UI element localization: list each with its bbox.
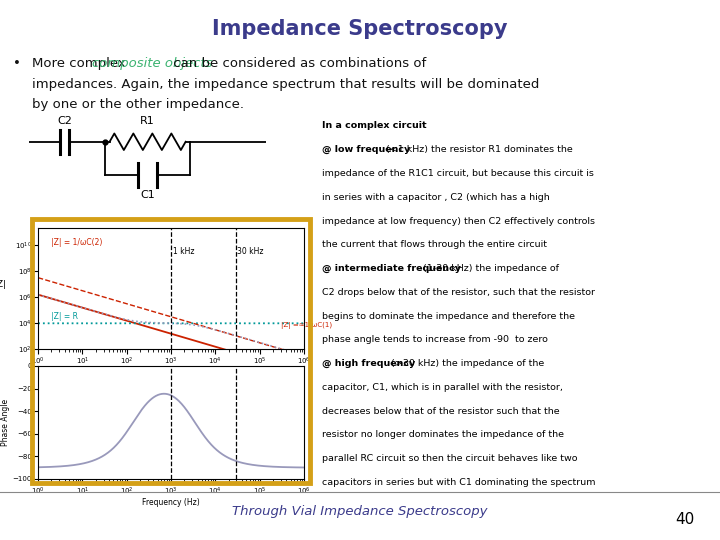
Text: C2: C2	[57, 116, 72, 126]
Text: in series with a capacitor , C2 (which has a high: in series with a capacitor , C2 (which h…	[322, 193, 549, 202]
Text: (>30 kHz) the impedance of the: (>30 kHz) the impedance of the	[387, 359, 544, 368]
Text: (<1 kHz) the resistor R1 dominates the: (<1 kHz) the resistor R1 dominates the	[383, 145, 573, 154]
Text: More complex: More complex	[32, 57, 130, 70]
Text: C1: C1	[140, 191, 155, 200]
Text: resistor no longer dominates the impedance of the: resistor no longer dominates the impedan…	[322, 430, 564, 440]
X-axis label: Frequency (Hz): Frequency (Hz)	[142, 498, 200, 507]
Text: @ high frequency: @ high frequency	[322, 359, 415, 368]
X-axis label: Frequency (Hz): Frequency (Hz)	[142, 368, 200, 377]
Text: the current that flows through the entire circuit: the current that flows through the entir…	[322, 240, 547, 249]
Text: impedance at low frequency) then C2 effectively controls: impedance at low frequency) then C2 effe…	[322, 217, 595, 226]
Y-axis label: Phase Angle: Phase Angle	[1, 399, 10, 446]
Text: |Z| =≈1/ωC(1): |Z| =≈1/ωC(1)	[281, 322, 332, 329]
Text: Through Vial Impedance Spectroscopy: Through Vial Impedance Spectroscopy	[233, 505, 487, 518]
Text: parallel RC circuit so then the circuit behaves like two: parallel RC circuit so then the circuit …	[322, 454, 577, 463]
Text: capacitors in series but with C1 dominating the spectrum: capacitors in series but with C1 dominat…	[322, 478, 595, 487]
Text: capacitor, C1, which is in parallel with the resistor,: capacitor, C1, which is in parallel with…	[322, 383, 563, 392]
Text: impedance of the R1C1 circuit, but because this circuit is: impedance of the R1C1 circuit, but becau…	[322, 169, 594, 178]
Text: composite objects: composite objects	[92, 57, 212, 70]
Text: (1-30 kHz) the impedance of: (1-30 kHz) the impedance of	[420, 264, 559, 273]
Text: @ low frequency: @ low frequency	[322, 145, 410, 154]
Text: @ intermediate frequency: @ intermediate frequency	[322, 264, 461, 273]
Text: |Z| = 1/ωC(2): |Z| = 1/ωC(2)	[52, 238, 103, 247]
Text: •: •	[13, 57, 21, 70]
Text: Impedance Spectroscopy: Impedance Spectroscopy	[212, 19, 508, 39]
Text: can be considered as combinations of: can be considered as combinations of	[169, 57, 426, 70]
Text: |Z| = R: |Z| = R	[52, 312, 78, 321]
Text: In a complex circuit: In a complex circuit	[322, 122, 426, 131]
Text: R1: R1	[140, 116, 155, 126]
Text: decreases below that of the resistor such that the: decreases below that of the resistor suc…	[322, 407, 559, 416]
Text: by one or the other impedance.: by one or the other impedance.	[32, 98, 244, 111]
Text: begins to dominate the impedance and therefore the: begins to dominate the impedance and the…	[322, 312, 575, 321]
Text: 40: 40	[675, 511, 695, 526]
Text: 30 kHz: 30 kHz	[237, 247, 264, 256]
Text: C2 drops below that of the resistor, such that the resistor: C2 drops below that of the resistor, suc…	[322, 288, 595, 297]
Y-axis label: |Z|: |Z|	[0, 280, 7, 289]
Text: impedances. Again, the impedance spectrum that results will be dominated: impedances. Again, the impedance spectru…	[32, 78, 540, 91]
Text: 1 kHz: 1 kHz	[173, 247, 194, 256]
Text: phase angle tends to increase from -90  to zero: phase angle tends to increase from -90 t…	[322, 335, 548, 345]
